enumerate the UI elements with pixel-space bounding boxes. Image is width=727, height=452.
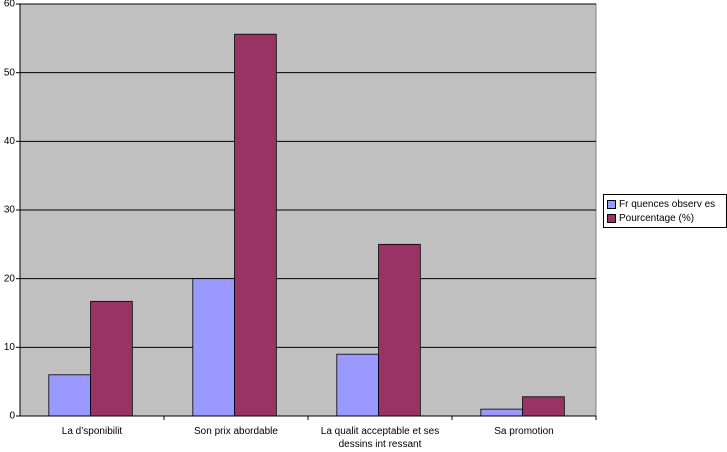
y-tick-label: 0 xyxy=(9,411,15,422)
y-tick-label: 40 xyxy=(4,136,16,147)
bar xyxy=(378,243,421,417)
bar xyxy=(522,396,565,417)
bar xyxy=(192,278,235,417)
y-tick-label: 50 xyxy=(4,67,16,78)
x-tick-label: La d’sponibilit xyxy=(61,426,123,437)
x-tick-label: Sa promotion xyxy=(494,426,554,437)
legend-label: Pourcentage (%) xyxy=(619,212,695,224)
y-tick-label: 60 xyxy=(4,0,16,10)
y-tick-label: 20 xyxy=(4,273,16,284)
x-tick-label: La qualit acceptable et ses dessins int … xyxy=(320,426,440,450)
bar xyxy=(336,353,379,417)
legend-swatch xyxy=(607,199,616,209)
x-tick-label: Son prix abordable xyxy=(194,426,278,437)
bar xyxy=(90,300,133,417)
bar xyxy=(234,33,277,417)
legend: Fr quences observ es Pourcentage (%) xyxy=(603,194,727,228)
y-tick-label: 10 xyxy=(4,342,16,353)
legend-item: Fr quences observ es xyxy=(604,197,726,211)
legend-item: Pourcentage (%) xyxy=(604,211,726,225)
bar xyxy=(480,408,523,417)
legend-swatch xyxy=(607,213,616,223)
bar xyxy=(48,374,91,417)
y-tick-label: 30 xyxy=(4,205,16,216)
legend-label: Fr quences observ es xyxy=(619,198,716,210)
